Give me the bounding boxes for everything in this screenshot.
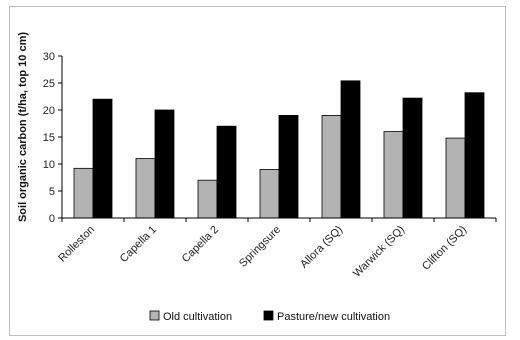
bar-pasture-new-cultivation-allora-sq — [340, 80, 361, 219]
y-tick-label: 30 — [43, 51, 55, 63]
x-category-label: Allora (SQ) — [298, 224, 345, 271]
bar-pasture-new-cultivation-clifton-sq — [464, 92, 485, 219]
bar-pasture-new-cultivation-capella-1 — [154, 109, 175, 219]
x-category-label: Rolleston — [56, 224, 97, 265]
y-tick-label: 0 — [49, 213, 55, 225]
y-axis: 0 5 10 15 20 25 30 — [43, 51, 63, 225]
x-category-label: Capella 2 — [180, 224, 221, 265]
x-category-label: Clifton (SQ) — [420, 224, 469, 273]
y-axis-title: Soil organic carbon (t/ha, top 10 cm) — [17, 32, 29, 222]
y-tick-label: 25 — [43, 78, 55, 90]
y-tick-label: 20 — [43, 105, 55, 117]
legend-label-pasture-new-cultivation: Pasture/new cultivation — [277, 311, 390, 323]
legend-swatch-pasture-new-cultivation — [263, 310, 274, 321]
x-category-label: Springsure — [237, 224, 283, 270]
x-axis: Rolleston Capella 1 Capella 2 Springsure All… — [56, 217, 497, 280]
bars — [73, 80, 485, 219]
bar-pasture-new-cultivation-springsure — [278, 115, 299, 219]
bar-old-cultivation-clifton-sq — [445, 137, 466, 219]
legend-swatch-old-cultivation — [149, 310, 160, 321]
y-tick-label: 15 — [43, 132, 55, 144]
legend: Old cultivation Pasture/new cultivation — [149, 310, 390, 323]
y-tick-label: 5 — [49, 186, 55, 198]
legend-label-old-cultivation: Old cultivation — [163, 311, 232, 323]
bar-old-cultivation-capella-2 — [197, 179, 218, 219]
bar-pasture-new-cultivation-rolleston — [92, 98, 113, 219]
bar-old-cultivation-springsure — [259, 168, 280, 219]
bar-old-cultivation-capella-1 — [135, 158, 156, 219]
bar-pasture-new-cultivation-capella-2 — [216, 125, 237, 219]
bar-old-cultivation-warwick-sq — [383, 131, 404, 219]
x-category-label: Capella 1 — [118, 224, 159, 265]
x-category-label: Warwick (SQ) — [351, 224, 407, 280]
bar-pasture-new-cultivation-warwick-sq — [402, 97, 423, 219]
bar-old-cultivation-allora-sq — [321, 115, 342, 219]
bar-old-cultivation-rolleston — [73, 167, 94, 219]
y-tick-label: 10 — [43, 159, 55, 171]
